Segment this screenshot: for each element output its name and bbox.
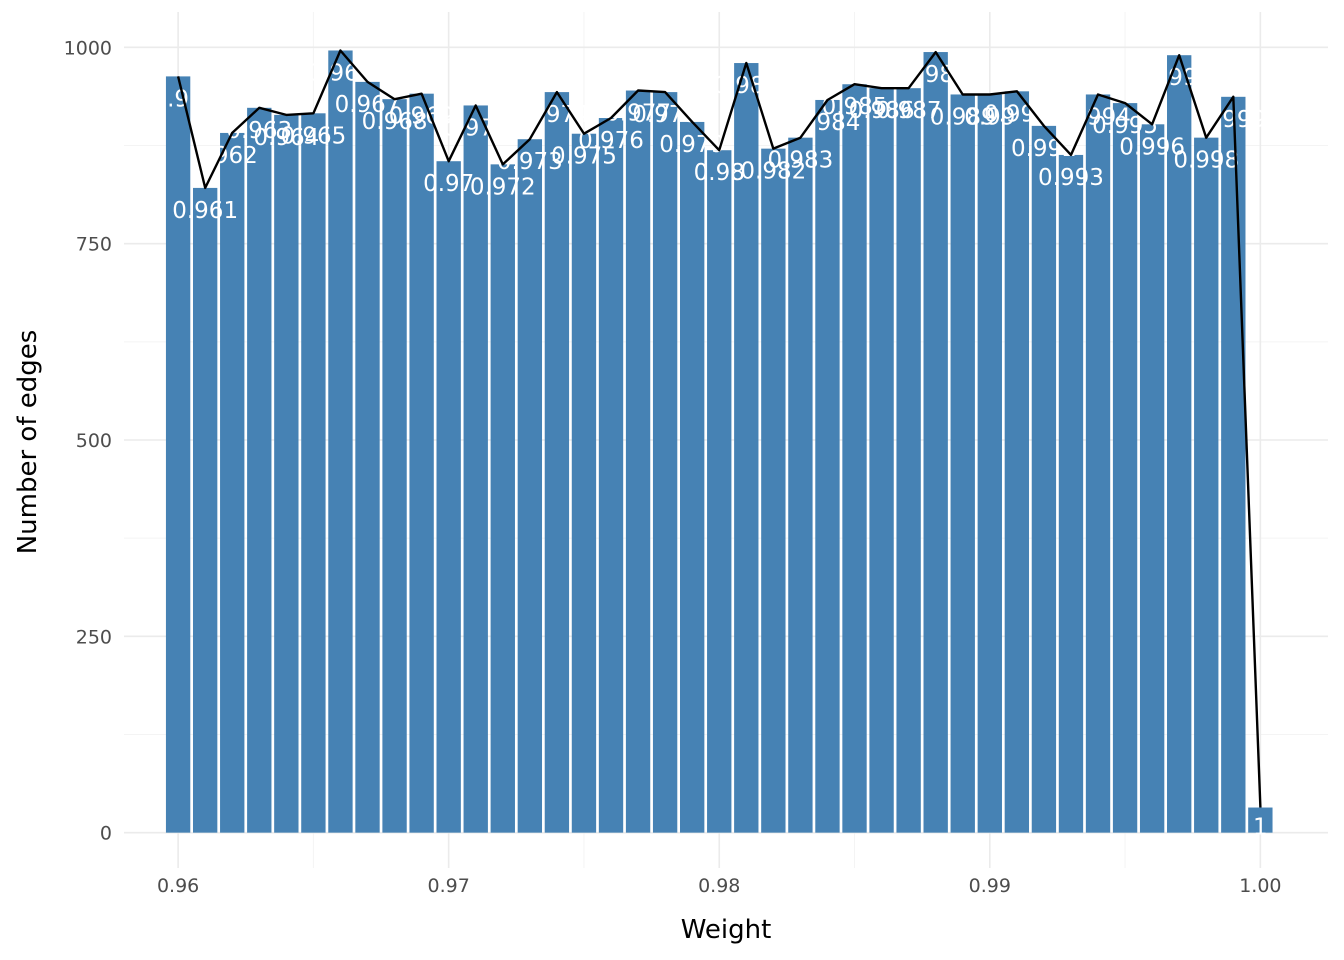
y-tick-label: 500 [76, 430, 112, 452]
bar-value-label: 0.973 [497, 149, 563, 175]
bar [247, 107, 272, 833]
bar-labels: .90.961.9620.9630.9640.9650.9660.9670.96… [167, 60, 1268, 840]
bar [517, 139, 543, 833]
bar [707, 150, 732, 833]
x-tick-label: 0.97 [428, 875, 470, 897]
x-tick-label: 0.99 [969, 875, 1011, 897]
y-tick-label: 250 [76, 626, 112, 648]
bar-value-label: 0.97 [423, 171, 474, 197]
bar-value-label: 0.978 [632, 102, 698, 128]
bar [382, 99, 407, 833]
bar [734, 63, 759, 833]
bar-value-label: .962 [207, 143, 258, 169]
bar-value-label: 0.961 [172, 198, 238, 224]
bar-value-label: 0.993 [1038, 165, 1104, 191]
bar [788, 137, 813, 833]
bar [436, 161, 461, 833]
bar-value-label: .9 [167, 86, 189, 112]
bar [869, 88, 894, 833]
bar-value-label: 0.997 [1146, 65, 1212, 91]
bar [1139, 124, 1165, 833]
bar [409, 93, 434, 833]
bar-value-label: 0.996 [1119, 134, 1185, 160]
bar-value-label: 0.966 [308, 60, 374, 86]
bar [571, 133, 597, 833]
bar [1194, 137, 1219, 833]
bar-value-label: 1 [1253, 815, 1268, 841]
bar [165, 76, 191, 833]
bar-value-label: 0.983 [767, 148, 833, 174]
bar-value-label: 0.974 [524, 102, 590, 128]
bar [1248, 807, 1273, 833]
bar [761, 148, 786, 833]
bar [490, 164, 515, 833]
bar-value-label: 0.989 [930, 104, 996, 130]
bar [1031, 125, 1057, 833]
bar-value-label: 0.972 [470, 174, 536, 200]
bar-value-label: 0.969 [389, 104, 455, 130]
bar-value-label: 0.986 [849, 98, 915, 124]
bar [192, 187, 218, 833]
x-axis-ticks: 0.96 0.97 0.98 0.99 1.00 [157, 875, 1282, 897]
bar [301, 113, 326, 833]
bars [165, 50, 1273, 833]
bar [463, 105, 488, 833]
y-tick-label: 750 [76, 234, 112, 256]
frequency-line [176, 49, 1262, 808]
bar [544, 92, 570, 833]
bar-value-label: 0.964 [253, 125, 319, 151]
bar [680, 121, 705, 833]
bar-value-label: 0.988 [903, 62, 969, 88]
bar-value-label: 0.971 [443, 115, 509, 141]
bar [1112, 103, 1138, 833]
bar-value-label: 0.985 [822, 94, 888, 120]
bar [625, 90, 651, 833]
y-axis-ticks: 0 250 500 750 1000 [64, 37, 112, 844]
bar-value-label: 0.981 [713, 73, 779, 99]
bar [652, 92, 678, 833]
bar-value-label: 0.995 [1092, 113, 1158, 139]
bar [896, 88, 921, 833]
x-tick-label: 1.00 [1239, 875, 1281, 897]
y-axis-title: Number of edges [13, 330, 43, 555]
x-axis-title: Weight [681, 915, 772, 945]
bar-value-label: 0.975 [551, 144, 617, 170]
bar-value-label: 0.99 [964, 104, 1015, 130]
frequency-polyline [176, 49, 1262, 808]
x-tick-label: 0.96 [157, 875, 199, 897]
bar [950, 94, 975, 833]
bar [977, 94, 1002, 833]
bar [598, 118, 624, 833]
y-tick-label: 0 [100, 823, 112, 845]
bar-value-label: 0.976 [578, 128, 644, 154]
bar [1004, 91, 1030, 833]
bar [1058, 154, 1084, 833]
bar [923, 52, 948, 833]
bar-value-label: 0.963 [226, 118, 292, 144]
bar-value-label: 0.965 [280, 123, 346, 149]
bar [274, 114, 299, 833]
x-tick-label: 0.98 [698, 875, 740, 897]
bar-value-label: 0.982 [740, 159, 806, 185]
bar [1221, 96, 1246, 833]
bar-value-label: 0.991 [984, 101, 1050, 127]
bar-value-label: 0.994 [1065, 104, 1131, 130]
bar [220, 132, 245, 833]
bar-value-label: 0.987 [876, 98, 942, 124]
bar-value-label: 0.98 [694, 160, 745, 186]
bar-value-label: 0.968 [362, 109, 428, 135]
bar [815, 99, 840, 833]
bar-value-label: 0.998 [1173, 148, 1239, 174]
bar [355, 81, 380, 833]
bar [1085, 94, 1111, 833]
y-tick-label: 1000 [64, 37, 112, 59]
bar [328, 50, 353, 833]
bar [1167, 55, 1192, 833]
bar [842, 84, 867, 833]
